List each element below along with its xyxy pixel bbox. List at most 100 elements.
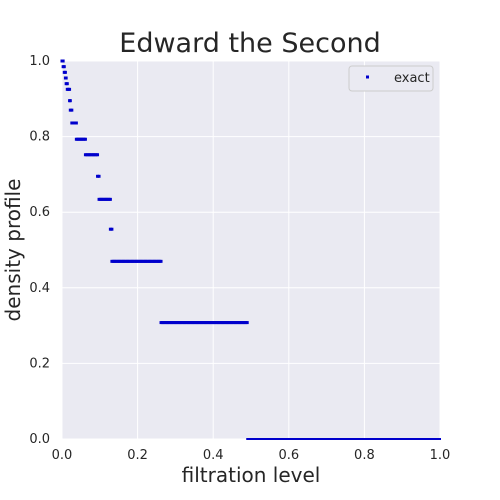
data-point (366, 438, 369, 440)
legend-box (348, 65, 434, 92)
data-point (289, 438, 292, 440)
data-point (362, 438, 365, 440)
data-point (290, 438, 293, 440)
data-point-group (83, 153, 100, 157)
data-point (306, 438, 309, 440)
data-point (372, 438, 375, 440)
data-point (108, 197, 112, 201)
legend-marker (366, 75, 369, 79)
data-point (256, 438, 259, 440)
data-point (323, 438, 326, 440)
data-point (251, 438, 254, 440)
data-point (247, 438, 250, 440)
data-point (345, 438, 348, 440)
data-point (382, 438, 385, 440)
data-point (373, 438, 376, 440)
data-point-group (96, 174, 101, 178)
data-point (338, 438, 341, 440)
data-point (356, 438, 359, 440)
data-point (431, 438, 434, 440)
data-point-group (63, 76, 68, 80)
data-point (298, 438, 301, 440)
data-point (402, 438, 405, 440)
data-point (248, 438, 251, 440)
data-point (159, 259, 163, 263)
data-point (393, 438, 396, 440)
data-point (423, 438, 426, 440)
data-point (396, 438, 399, 440)
data-point (319, 438, 322, 440)
data-point (437, 438, 440, 440)
data-point-group (68, 108, 74, 112)
data-point (398, 438, 401, 440)
x-tick-labels: 0.0 0.2 0.4 0.6 0.8 1.0 (52, 448, 451, 463)
data-point (282, 438, 285, 440)
data-point (320, 438, 323, 440)
data-point (283, 438, 286, 440)
data-point (269, 438, 272, 440)
data-point (342, 438, 345, 440)
data-point (272, 438, 275, 440)
data-point (350, 438, 353, 440)
data-point (304, 438, 307, 440)
data-point-group (97, 197, 112, 201)
y-tick-label: 0.0 (29, 432, 50, 447)
data-point (355, 438, 358, 440)
data-point (276, 438, 279, 440)
data-point (297, 438, 300, 440)
chart-title: Edward the Second (119, 28, 380, 59)
data-point (388, 438, 391, 440)
data-point (281, 438, 284, 440)
data-point (259, 438, 262, 440)
data-point (74, 121, 78, 125)
data-point (62, 65, 66, 69)
data-point (291, 438, 294, 440)
data-point (246, 438, 249, 440)
data-point (359, 438, 362, 440)
legend: exact (348, 65, 434, 92)
data-point (97, 174, 101, 178)
data-point (294, 438, 297, 440)
x-tick-label: 1.0 (430, 448, 451, 463)
data-point (324, 438, 327, 440)
y-tick-label: 0.6 (29, 205, 50, 220)
data-point (302, 438, 305, 440)
data-point (397, 438, 400, 440)
data-point (285, 438, 288, 440)
data-point (429, 438, 432, 440)
data-point (293, 438, 296, 440)
data-point (427, 438, 430, 440)
data-point-group (110, 259, 163, 263)
data-point (386, 438, 389, 440)
data-point (299, 438, 302, 440)
data-point (419, 438, 422, 440)
data-point (435, 438, 438, 440)
data-point (425, 438, 428, 440)
y-tick-label: 0.4 (29, 281, 50, 296)
data-point (349, 438, 352, 440)
data-point (61, 59, 65, 63)
data-point-group (159, 321, 249, 325)
data-point (333, 438, 336, 440)
data-point-group (68, 99, 72, 103)
data-point (315, 438, 318, 440)
data-point (68, 108, 72, 112)
data-point (261, 438, 264, 440)
data-point (343, 438, 346, 440)
x-tick-label: 0.2 (127, 448, 148, 463)
data-point (411, 438, 414, 440)
data-point (377, 438, 380, 440)
data-point (341, 438, 344, 440)
data-point (369, 438, 372, 440)
data-point (308, 438, 311, 440)
data-point (380, 438, 383, 440)
data-point (406, 438, 409, 440)
data-point (390, 438, 393, 440)
data-point (260, 438, 263, 440)
data-point (303, 438, 306, 440)
y-tick-label: 0.2 (29, 356, 50, 371)
data-point (317, 438, 320, 440)
data-point (68, 99, 72, 103)
data-point (363, 438, 366, 440)
